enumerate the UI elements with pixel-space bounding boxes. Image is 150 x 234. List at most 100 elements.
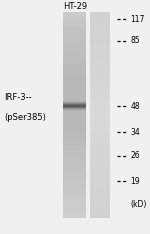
Bar — [63, 109, 86, 110]
Bar — [63, 102, 86, 103]
Bar — [90, 204, 110, 207]
Bar — [63, 150, 86, 154]
Bar — [63, 171, 86, 174]
Bar — [90, 30, 110, 33]
Bar — [90, 56, 110, 59]
Bar — [63, 45, 86, 49]
Bar — [90, 127, 110, 131]
Bar — [63, 108, 86, 109]
Bar — [63, 127, 86, 131]
Bar — [63, 109, 86, 110]
Bar — [63, 43, 86, 46]
Bar — [63, 209, 86, 212]
Bar — [63, 58, 86, 62]
Bar — [63, 158, 86, 161]
Bar — [63, 181, 86, 184]
Bar — [90, 45, 110, 49]
Bar — [90, 17, 110, 21]
Bar — [63, 107, 86, 108]
Text: 117: 117 — [130, 15, 145, 24]
Bar — [63, 63, 86, 67]
Bar — [63, 117, 86, 120]
Bar — [63, 56, 86, 59]
Bar — [90, 112, 110, 115]
Bar — [63, 76, 86, 79]
Bar — [63, 108, 86, 109]
Bar — [63, 201, 86, 205]
Bar — [63, 104, 86, 105]
Bar — [90, 153, 110, 156]
Bar — [63, 91, 86, 95]
Bar — [63, 28, 86, 31]
Text: 85: 85 — [130, 37, 140, 45]
Bar — [90, 179, 110, 182]
Bar — [90, 33, 110, 36]
Bar — [63, 148, 86, 151]
Bar — [63, 173, 86, 177]
Bar — [63, 35, 86, 38]
Bar — [63, 105, 86, 106]
Bar — [63, 102, 86, 103]
Bar — [63, 107, 86, 108]
Bar — [90, 143, 110, 146]
Bar — [63, 153, 86, 156]
Bar — [90, 66, 110, 69]
Bar — [90, 168, 110, 172]
Bar — [63, 105, 86, 106]
Bar — [63, 109, 86, 110]
Bar — [90, 181, 110, 184]
Bar — [63, 104, 86, 105]
Bar — [63, 163, 86, 166]
Bar — [63, 199, 86, 202]
Bar — [63, 12, 86, 15]
Bar — [90, 107, 110, 110]
Bar — [63, 79, 86, 82]
Bar — [63, 161, 86, 164]
Bar — [63, 114, 86, 118]
Bar — [90, 186, 110, 190]
Bar — [90, 110, 110, 113]
Bar — [63, 191, 86, 195]
Bar — [90, 161, 110, 164]
Bar — [63, 101, 86, 102]
Bar — [63, 102, 86, 103]
Bar — [90, 194, 110, 197]
Bar — [63, 73, 86, 77]
Bar — [63, 107, 86, 110]
Bar — [90, 35, 110, 38]
Bar — [90, 76, 110, 79]
Bar — [63, 104, 86, 108]
Bar — [90, 25, 110, 28]
Bar — [63, 25, 86, 28]
Bar — [63, 84, 86, 87]
Bar — [63, 53, 86, 56]
Bar — [63, 107, 86, 108]
Bar — [90, 122, 110, 125]
Bar — [63, 30, 86, 33]
Bar — [63, 204, 86, 207]
Bar — [90, 91, 110, 95]
Bar — [63, 143, 86, 146]
Bar — [63, 207, 86, 210]
Bar — [90, 145, 110, 149]
Text: HT-29: HT-29 — [63, 2, 87, 11]
Bar — [90, 15, 110, 18]
Bar — [63, 38, 86, 41]
Bar — [63, 145, 86, 149]
Bar — [63, 179, 86, 182]
Bar — [63, 51, 86, 54]
Bar — [63, 22, 86, 26]
Bar — [90, 148, 110, 151]
Text: 34: 34 — [130, 128, 140, 137]
Bar — [90, 94, 110, 97]
Text: 26: 26 — [130, 151, 140, 160]
Bar — [90, 214, 110, 218]
Bar — [90, 53, 110, 56]
Bar — [63, 102, 86, 105]
Bar — [63, 120, 86, 123]
Bar — [63, 109, 86, 110]
Bar — [90, 130, 110, 133]
Bar — [90, 171, 110, 174]
Bar — [63, 17, 86, 21]
Bar — [63, 103, 86, 104]
